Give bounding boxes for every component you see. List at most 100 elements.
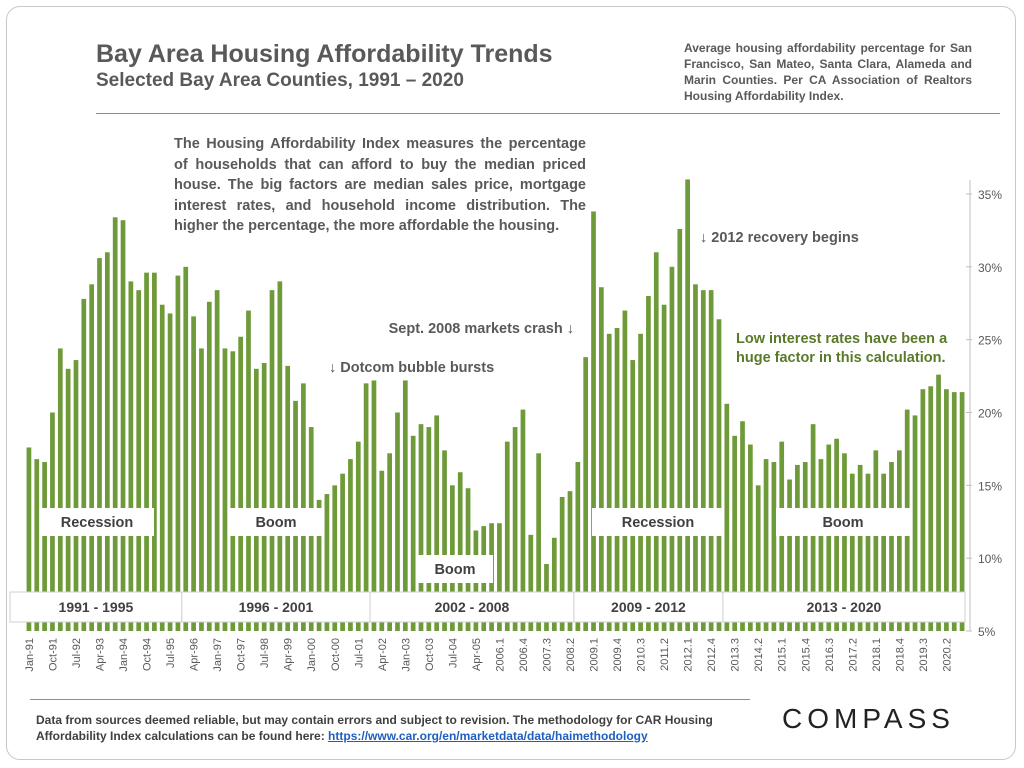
bar — [889, 462, 894, 631]
bar — [316, 499, 322, 631]
bar — [206, 301, 212, 631]
period-label: 2013 - 2020 — [807, 599, 882, 615]
x-tick-label: Jan-91 — [24, 638, 36, 672]
bar — [622, 310, 628, 631]
footer-divider — [30, 699, 750, 700]
bar — [246, 310, 251, 631]
annotation: ↓ 2012 recovery begins — [700, 230, 859, 246]
bar — [795, 464, 800, 631]
bar — [653, 252, 659, 631]
bar — [152, 272, 157, 631]
bar — [748, 444, 753, 631]
bar — [89, 284, 95, 631]
chart-title: Bay Area Housing Affordability Trends — [96, 40, 553, 68]
methodology-link[interactable]: https://www.car.org/en/marketdata/data/h… — [328, 729, 648, 743]
bar — [865, 473, 871, 631]
period-label: 1991 - 1995 — [59, 599, 134, 615]
y-tick-label: 35% — [978, 188, 1002, 202]
compass-logo: COMPASS — [782, 703, 955, 734]
bar — [685, 179, 690, 631]
bar — [199, 348, 204, 631]
bar — [222, 348, 228, 631]
bar — [363, 383, 369, 631]
x-tick-label: Jul-92 — [71, 638, 83, 668]
bar — [238, 336, 243, 631]
bar — [183, 266, 189, 631]
footnote-text: Data from sources deemed reliable, but m… — [36, 713, 713, 743]
bar — [442, 450, 447, 631]
bar — [512, 427, 518, 631]
bar — [387, 453, 392, 631]
bar — [301, 383, 306, 631]
x-tick-label: 2017.2 — [847, 638, 859, 672]
bar — [277, 281, 283, 631]
bar — [261, 362, 267, 631]
bar — [159, 304, 165, 631]
bar — [457, 472, 463, 631]
bar — [638, 333, 643, 631]
bar — [740, 421, 745, 631]
x-tick-label: Jul-04 — [447, 638, 459, 668]
period-band — [573, 591, 724, 623]
x-tick-label: 2008.2 — [565, 638, 577, 672]
x-tick-label: Jan-00 — [306, 638, 318, 672]
x-tick-label: Jan-97 — [212, 638, 224, 672]
chart-subtitle: Selected Bay Area Counties, 1991 – 2020 — [96, 70, 464, 91]
x-tick-label: 2009.4 — [612, 638, 624, 672]
x-tick-label: 2010.3 — [636, 638, 648, 672]
x-tick-label: 2015.4 — [800, 638, 812, 672]
bar — [708, 290, 714, 631]
phase-label: Boom — [822, 515, 863, 531]
bar — [42, 462, 47, 631]
x-tick-label: 2015.1 — [777, 638, 789, 672]
source-note: Average housing affordability percentage… — [684, 41, 972, 103]
bar — [873, 450, 879, 631]
period-label: 2009 - 2012 — [611, 599, 686, 615]
bar — [191, 316, 196, 631]
bar — [551, 537, 557, 631]
bar — [144, 272, 149, 631]
bar — [583, 357, 589, 631]
x-tick-label: 2007.3 — [541, 638, 553, 672]
bar — [630, 360, 636, 631]
x-tick-label: Apr-96 — [189, 638, 201, 671]
bar — [693, 284, 698, 631]
bar — [669, 266, 675, 631]
bar — [771, 462, 777, 631]
footnote: Data from sources deemed reliable, but m… — [36, 712, 756, 744]
bar — [128, 281, 134, 631]
bar — [520, 409, 526, 631]
bar — [497, 523, 502, 631]
bar — [324, 494, 330, 631]
x-tick-label: Apr-99 — [283, 638, 295, 671]
bar — [614, 328, 620, 631]
bar — [112, 217, 118, 631]
phase-label-bg — [40, 508, 154, 536]
x-tick-label: 2006.1 — [494, 638, 506, 672]
period-band — [181, 591, 371, 623]
x-tick-label: Oct-91 — [47, 638, 59, 671]
chart-frame — [6, 6, 1016, 760]
bar — [661, 304, 667, 631]
annotation: huge factor in this calculation. — [736, 350, 945, 366]
bar — [73, 360, 79, 631]
bar — [332, 485, 338, 631]
bar — [951, 392, 957, 631]
phase-label-bg — [776, 508, 910, 536]
bar — [646, 295, 651, 631]
bar — [567, 491, 573, 631]
bar — [104, 252, 110, 631]
x-tick-label: 2006.4 — [518, 638, 530, 672]
bar — [802, 462, 808, 631]
bar — [65, 368, 71, 631]
phase-label-bg — [417, 555, 493, 583]
x-tick-label: 2013.3 — [730, 638, 742, 672]
bar — [559, 496, 565, 631]
bar — [575, 462, 581, 631]
bar — [230, 351, 236, 631]
bar — [26, 447, 32, 631]
x-tick-label: Oct-00 — [330, 638, 342, 671]
phase-label: Recession — [61, 515, 134, 531]
x-tick-label: Jan-03 — [400, 638, 412, 672]
bar — [599, 287, 604, 631]
